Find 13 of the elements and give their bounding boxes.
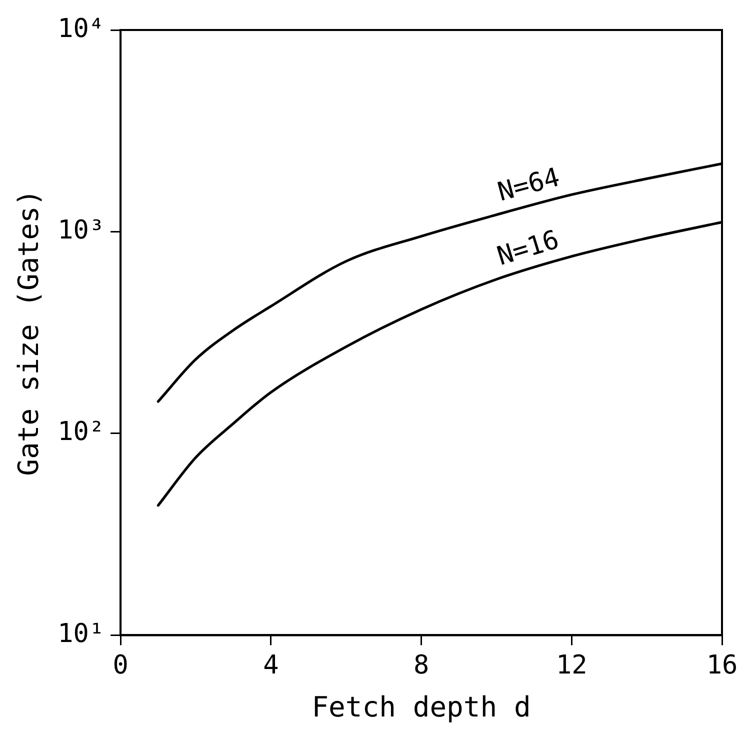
x-axis-title: Fetch depth d xyxy=(312,690,531,724)
x-tick-label: 4 xyxy=(263,650,279,681)
text: N=64 xyxy=(494,162,563,208)
x-tick-label: 8 xyxy=(413,650,430,681)
x-tick-label: 12 xyxy=(556,650,588,681)
y-tick-label: 10¹ xyxy=(58,618,105,649)
y-tick-label: 10² xyxy=(58,417,105,448)
y-axis-title: Gate size (Gates) xyxy=(12,189,46,476)
x-tick-label: 0 xyxy=(112,650,128,681)
y-tick-label: 10³ xyxy=(58,215,105,246)
text: N=16 xyxy=(494,224,562,272)
x-tick-label: 16 xyxy=(706,650,738,681)
y-tick-label: 10⁴ xyxy=(58,14,105,44)
